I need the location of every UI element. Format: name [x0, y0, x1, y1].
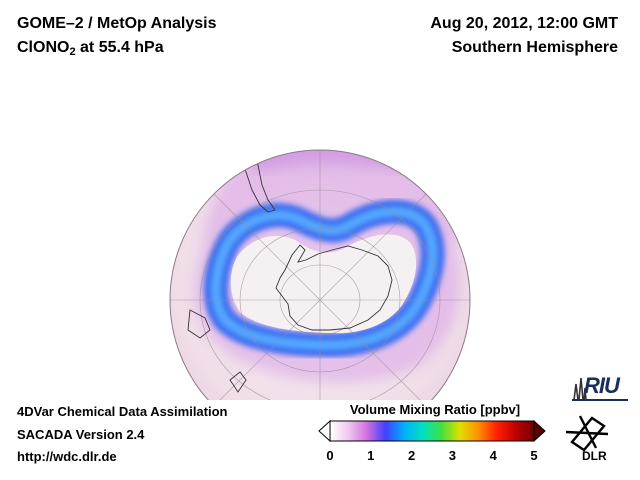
colorbar-min-arrow: [318, 419, 331, 443]
purple-halo-upper: [247, 150, 431, 171]
tick-1: 1: [367, 448, 375, 463]
species-title: ClONO2 at 55.4 hPa: [17, 36, 216, 64]
colorbar-title: Volume Mixing Ratio [ppbv]: [349, 402, 521, 417]
australia-coast: [187, 309, 211, 339]
dlr-logo-text: DLR: [582, 449, 607, 463]
vortex-ring-inner: [210, 206, 438, 351]
footer-line-1: 4DVar Chemical Data Assimilation: [17, 404, 228, 419]
analysis-title: GOME–2 / MetOp Analysis: [17, 15, 217, 32]
tick-3: 3: [448, 448, 457, 463]
colorbar-gradient: [329, 420, 535, 442]
globe-outline: [169, 149, 471, 400]
antarctica-coast: [275, 244, 393, 331]
colorbar-ticks: 0 1 2 3 4 5: [318, 448, 544, 468]
species-name: ClONO: [17, 39, 70, 56]
region-label: Southern Hemisphere: [451, 39, 618, 56]
riu-logo-text: RIU: [584, 373, 620, 398]
tick-5: 5: [530, 448, 538, 463]
riu-logo-icon: [572, 377, 628, 401]
tick-0: 0: [326, 448, 334, 463]
polar-map: [169, 149, 471, 400]
footer-block: 4DVar Chemical Data Assimilation SACADA …: [17, 401, 228, 469]
date-block: Aug 20, 2012, 12:00 GMT Southern Hemisph…: [430, 12, 618, 60]
title-block: GOME–2 / MetOp Analysis ClONO2 at 55.4 h…: [17, 12, 216, 64]
new-zealand-coast: [229, 371, 247, 393]
africa-coast: [449, 150, 470, 201]
footer-url[interactable]: http://wdc.dlr.de: [17, 449, 117, 464]
tick-2: 2: [407, 448, 416, 463]
antarctica-core: [230, 234, 417, 334]
footer-line-2: SACADA Version 2.4: [17, 426, 145, 442]
dlr-logo-icon: [565, 415, 609, 452]
tick-4: 4: [489, 448, 497, 463]
date-label: Aug 20, 2012, 12:00 GMT: [430, 15, 618, 32]
colorbar: [318, 419, 546, 443]
colorbar-max-arrow: [533, 419, 546, 443]
species-subscript: 2: [69, 46, 76, 58]
pressure-level: at 55.4 hPa: [75, 39, 164, 56]
graticule: [170, 150, 470, 400]
